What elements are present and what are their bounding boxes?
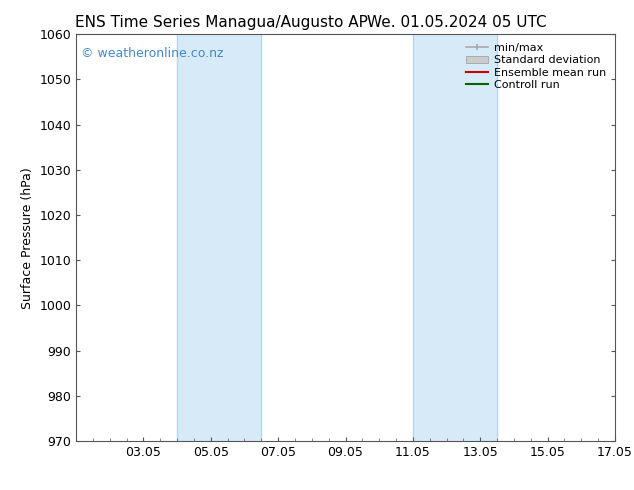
Bar — [413, 34, 497, 441]
Text: ENS Time Series Managua/Augusto AP: ENS Time Series Managua/Augusto AP — [75, 15, 368, 30]
Text: © weatheronline.co.nz: © weatheronline.co.nz — [81, 47, 224, 59]
Y-axis label: Surface Pressure (hPa): Surface Pressure (hPa) — [21, 167, 34, 309]
Text: We. 01.05.2024 05 UTC: We. 01.05.2024 05 UTC — [366, 15, 547, 30]
Bar — [177, 34, 261, 441]
Legend: min/max, Standard deviation, Ensemble mean run, Controll run: min/max, Standard deviation, Ensemble me… — [463, 40, 609, 93]
